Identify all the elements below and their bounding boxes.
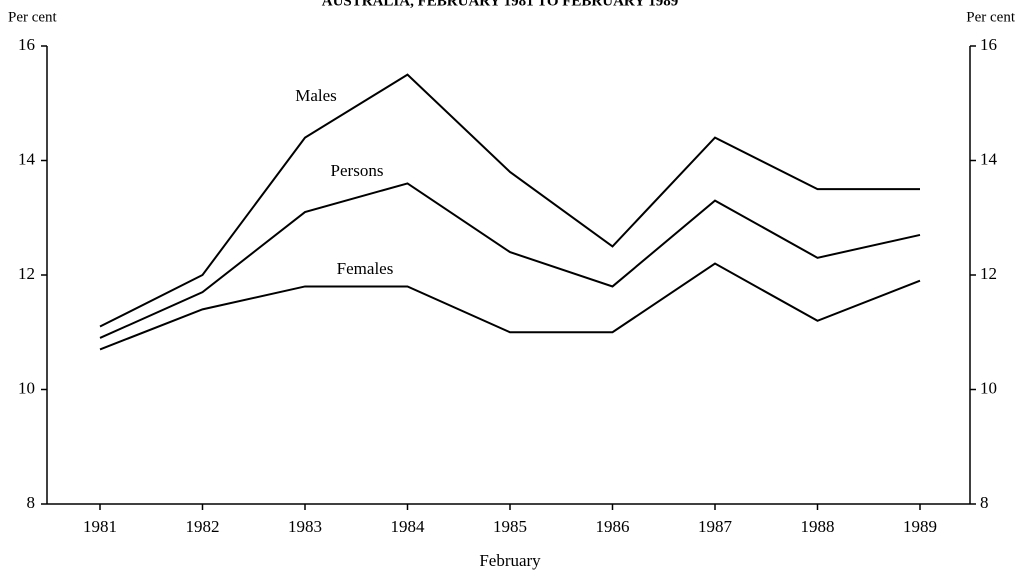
series-label: Males [295, 86, 337, 105]
y2-tick-label: 10 [980, 378, 997, 397]
y2-tick-label: 16 [980, 35, 997, 54]
x-tick-label: 1983 [288, 517, 322, 536]
y-tick-label: 14 [18, 149, 36, 168]
x-tick-label: 1985 [493, 517, 527, 536]
y-tick-label: 8 [27, 493, 36, 512]
x-tick-label: 1981 [83, 517, 117, 536]
series-label: Persons [331, 161, 384, 180]
chart-title: AUSTRALIA, FEBRUARY 1981 TO FEBRUARY 198… [322, 0, 678, 9]
series-label: Females [337, 259, 394, 278]
x-tick-label: 1986 [596, 517, 630, 536]
y-tick-label: 16 [18, 35, 35, 54]
y2-tick-label: 14 [980, 149, 998, 168]
y-axis-label: Per cent [8, 9, 58, 25]
x-tick-label: 1989 [903, 517, 937, 536]
y2-tick-label: 12 [980, 264, 997, 283]
series-line [99, 182, 921, 339]
y-tick-label: 10 [18, 378, 35, 397]
y2-axis-label: Per cent [966, 9, 1016, 25]
series-line [99, 262, 921, 351]
x-tick-label: 1988 [801, 517, 835, 536]
x-tick-label: 1987 [698, 517, 733, 536]
x-axis-label: February [479, 551, 541, 570]
x-tick-label: 1982 [186, 517, 220, 536]
series-line [99, 73, 920, 328]
y-tick-label: 12 [18, 264, 35, 283]
y2-tick-label: 8 [980, 493, 989, 512]
x-tick-label: 1984 [391, 517, 426, 536]
